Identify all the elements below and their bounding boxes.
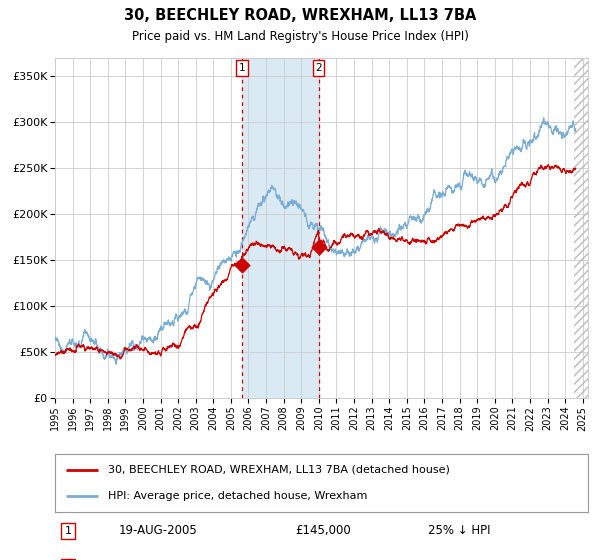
Point [314,243,323,252]
Text: 25% ↓ HPI: 25% ↓ HPI [428,525,491,538]
Text: 30, BEECHLEY ROAD, WREXHAM, LL13 7BA (detached house): 30, BEECHLEY ROAD, WREXHAM, LL13 7BA (de… [108,465,450,475]
Text: 19-AUG-2005: 19-AUG-2005 [119,525,198,538]
Text: 1: 1 [65,526,72,536]
Text: Price paid vs. HM Land Registry's House Price Index (HPI): Price paid vs. HM Land Registry's House … [131,30,469,43]
Text: 30, BEECHLEY ROAD, WREXHAM, LL13 7BA: 30, BEECHLEY ROAD, WREXHAM, LL13 7BA [124,8,476,23]
Text: HPI: Average price, detached house, Wrexham: HPI: Average price, detached house, Wrex… [108,491,368,501]
Bar [574,58,588,398]
Bar [574,58,588,398]
Point [237,260,247,269]
Text: £145,000: £145,000 [295,525,350,538]
Bar [242,58,319,398]
Text: 2: 2 [315,63,322,73]
Text: 1: 1 [239,63,245,73]
